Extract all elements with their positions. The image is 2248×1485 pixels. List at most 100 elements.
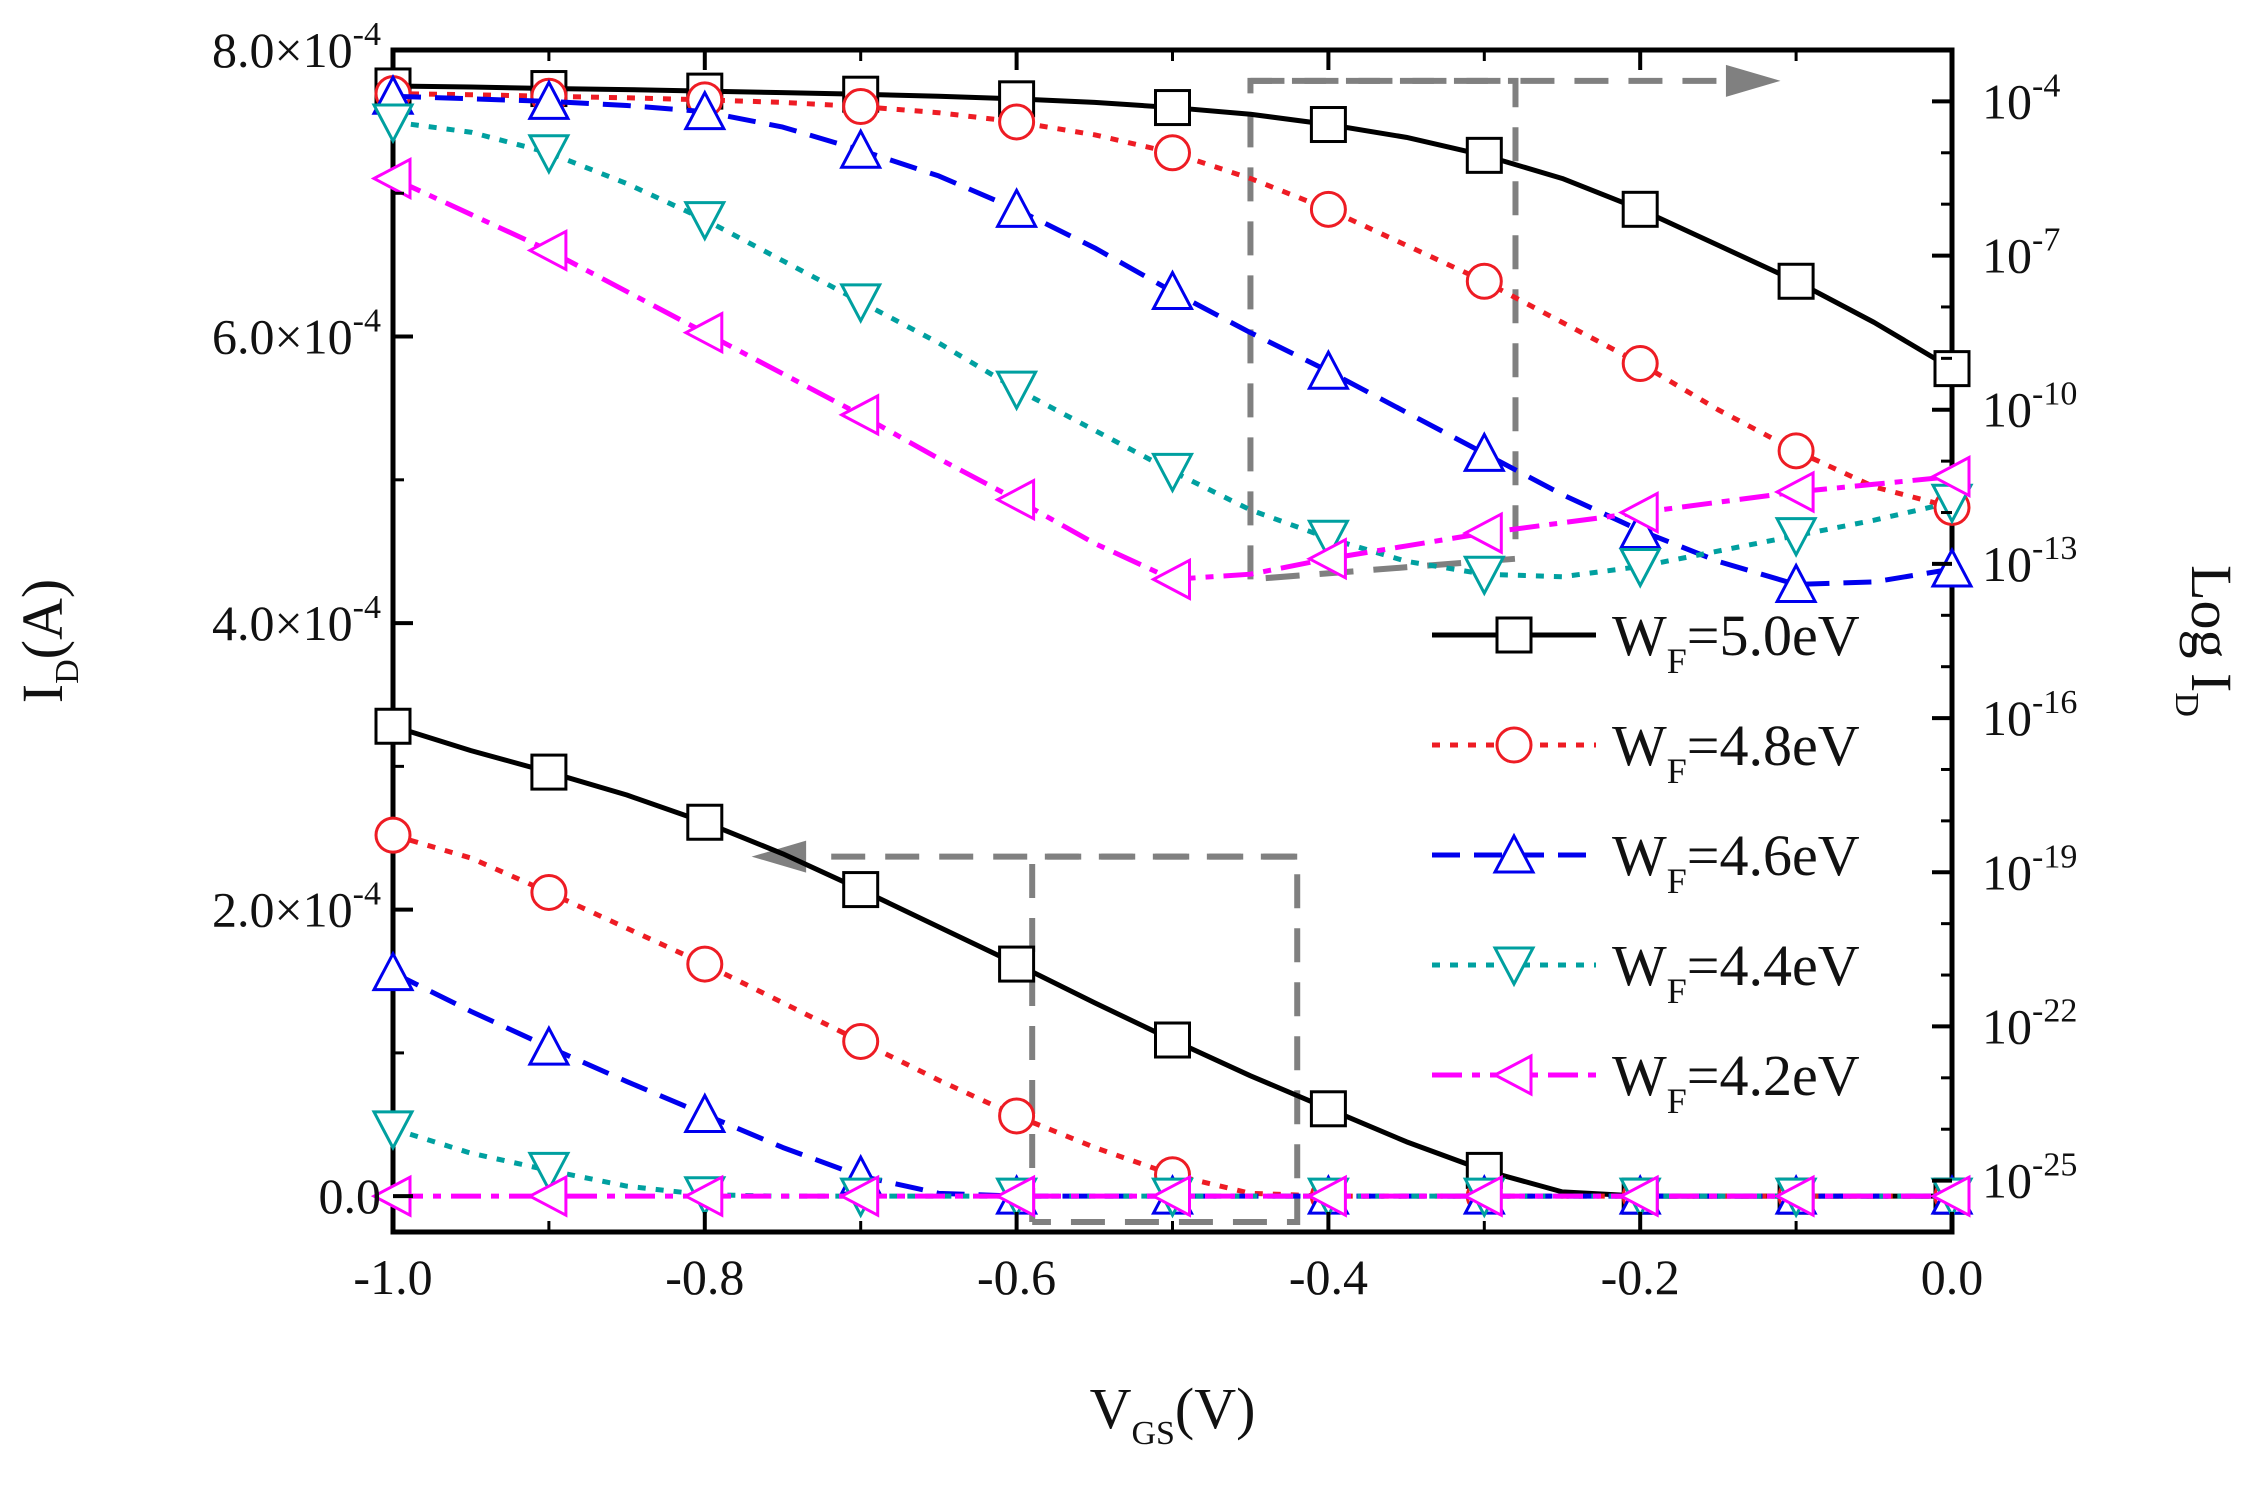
series-log-point xyxy=(839,127,883,169)
legend-label: WF=4.4eV xyxy=(1612,933,1860,1011)
series-linear-point xyxy=(1929,1174,1971,1218)
series-log-point xyxy=(842,88,880,126)
legend-label-sub: F xyxy=(1667,971,1687,1011)
series-log-point xyxy=(995,370,1039,412)
y-right-tick-base: 10 xyxy=(1982,1153,2032,1209)
legend-marker xyxy=(1495,616,1533,654)
x-tick-label: -0.2 xyxy=(1601,1249,1680,1305)
legend-marker xyxy=(1491,1053,1533,1097)
annotation-box-right xyxy=(1247,77,1519,583)
series-log-point xyxy=(1621,190,1659,228)
series-log-point xyxy=(1933,350,1971,388)
series-linear-point xyxy=(1306,1174,1347,1218)
series-log-point xyxy=(1306,537,1347,581)
series-linear-point xyxy=(1154,1021,1191,1059)
y-right-tick-base: 10 xyxy=(1982,73,2032,129)
series-linear-point xyxy=(994,1174,1036,1218)
series-linear-point xyxy=(682,1174,724,1218)
y-tick-exponent: -4 xyxy=(353,303,381,340)
y-tick-exponent: -4 xyxy=(353,16,381,53)
series-layer xyxy=(370,67,1974,1219)
y-right-tick-base: 10 xyxy=(1982,844,2032,900)
y-tick-exponent: -4 xyxy=(353,589,381,626)
y-tick-mantissa: 0.0 xyxy=(319,1168,382,1224)
series-log-point xyxy=(1462,511,1503,555)
legend-label: WF=5.0eV xyxy=(1612,603,1860,681)
y-right-tick-label: 10-13 xyxy=(1982,530,2077,592)
y-left-title-main: I xyxy=(10,684,75,703)
series-log-point xyxy=(1618,547,1662,589)
y-right-tick-label: 10-10 xyxy=(1982,376,2077,438)
legend-label-main: W xyxy=(1612,603,1667,668)
series-linear-point xyxy=(530,753,568,791)
x-title-main: V xyxy=(1090,1376,1132,1441)
series-log-point xyxy=(1462,431,1506,472)
series-linear-point xyxy=(527,1024,571,1066)
series-log-point xyxy=(839,283,883,325)
series-log-point xyxy=(1774,517,1818,558)
legend-entry: WF=5.0eV xyxy=(1432,603,1860,681)
series-linear-point xyxy=(371,950,415,992)
y-tick-mantissa: 6.0×10 xyxy=(212,309,353,365)
legend-label-value: =4.6eV xyxy=(1687,823,1860,888)
x-axis-title: VGS(V) xyxy=(1090,1376,1256,1452)
series-linear-point xyxy=(526,1174,568,1218)
y-right-tick-exponent: -10 xyxy=(2032,376,2077,413)
series-log-point xyxy=(995,187,1039,228)
y-left-tick-label: 6.0×10-4 xyxy=(212,303,381,365)
y-left-tick-label: 0.0 xyxy=(319,1168,382,1224)
series-log-point xyxy=(1465,136,1503,174)
series-log-line xyxy=(392,83,1954,371)
legend-entry: WF=4.6eV xyxy=(1432,823,1860,901)
legend-label: WF=4.6eV xyxy=(1612,823,1860,901)
legend-label-main: W xyxy=(1612,933,1667,998)
y-left-tick-label: 2.0×10-4 xyxy=(212,876,381,938)
series-log-point xyxy=(1929,455,1971,499)
series-log-point xyxy=(1151,452,1194,494)
series-log-point xyxy=(1306,348,1350,390)
y-right-tick-exponent: -16 xyxy=(2032,684,2077,721)
y-left-tick-label: 8.0×10-4 xyxy=(212,16,381,78)
legend-label-sub: F xyxy=(1667,641,1687,681)
y-right-axis-title: Log ID xyxy=(2168,565,2244,717)
series-linear-point xyxy=(683,1092,727,1134)
y-right-tick-base: 10 xyxy=(1982,690,2032,746)
y-right-title-sub: D xyxy=(2168,692,2205,717)
y-right-tick-exponent: -19 xyxy=(2032,838,2077,875)
x-tick-label: -0.4 xyxy=(1289,1249,1368,1305)
series-log-point xyxy=(1621,344,1659,382)
legend-label-value: =5.0eV xyxy=(1687,603,1860,668)
legend-entry: WF=4.8eV xyxy=(1432,713,1860,791)
series-linear-point xyxy=(1309,1090,1347,1128)
y-right-tick-exponent: -13 xyxy=(2032,530,2077,567)
series-linear-point xyxy=(1617,1174,1659,1218)
legend-label-main: W xyxy=(1612,1043,1667,1108)
series-linear-point xyxy=(842,1022,880,1060)
y-right-tick-exponent: -4 xyxy=(2032,67,2060,104)
legend-entry: WF=4.2eV xyxy=(1432,1043,1860,1121)
series-linear-point xyxy=(842,871,880,909)
series-log-point xyxy=(1617,491,1659,535)
y-left-title-unit: (A) xyxy=(10,579,75,660)
x-tick-label: -0.6 xyxy=(977,1249,1056,1305)
y-tick-mantissa: 4.0×10 xyxy=(212,595,353,651)
series-log-point xyxy=(1930,546,1974,588)
series-log-point xyxy=(683,89,727,131)
series-log-point xyxy=(1777,432,1815,470)
legend-label: WF=4.8eV xyxy=(1612,713,1860,791)
y-left-axis-title: ID(A) xyxy=(10,579,86,703)
series-log-point xyxy=(1618,508,1662,550)
legend-label-value: =4.8eV xyxy=(1687,713,1860,778)
legend-label-value: =4.4eV xyxy=(1687,933,1860,998)
series-log-point xyxy=(1154,89,1191,127)
series-log-point xyxy=(683,201,727,242)
y-left-title-sub: D xyxy=(49,659,86,684)
legend-marker xyxy=(1492,832,1536,874)
series-linear-line xyxy=(392,832,1952,1199)
y-right-tick-base: 10 xyxy=(1982,998,2032,1054)
series-linear-point xyxy=(686,803,724,841)
y-right-tick-base: 10 xyxy=(1982,228,2032,284)
y-right-tick-label: 10-22 xyxy=(1982,992,2077,1054)
